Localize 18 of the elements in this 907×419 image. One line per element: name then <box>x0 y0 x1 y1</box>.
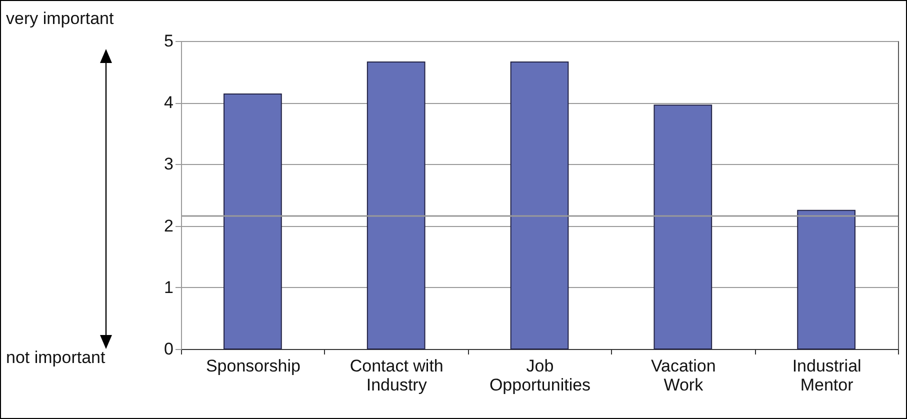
bar <box>797 210 856 350</box>
x-tick-label: Sponsorship <box>206 356 300 376</box>
bar <box>510 61 569 350</box>
x-tick-label: Job Opportunities <box>489 356 591 394</box>
text: very important <box>6 9 114 29</box>
y-tick-label: 3 <box>164 154 174 174</box>
x-tick-label: Industrial Mentor <box>792 356 862 394</box>
y-tick-label: 5 <box>164 32 174 50</box>
x-tick-label: Vacation Work <box>650 356 716 394</box>
y-tick-label: 0 <box>164 340 174 358</box>
y-tick-label: 1 <box>164 278 174 297</box>
y-tick-label: 4 <box>164 93 174 112</box>
x-tick-label: Contact with Industry <box>350 356 444 394</box>
bar <box>366 61 426 350</box>
bar <box>224 93 282 350</box>
text: not important <box>6 348 106 368</box>
bar <box>654 104 712 350</box>
y-tick-label: 2 <box>164 216 174 236</box>
